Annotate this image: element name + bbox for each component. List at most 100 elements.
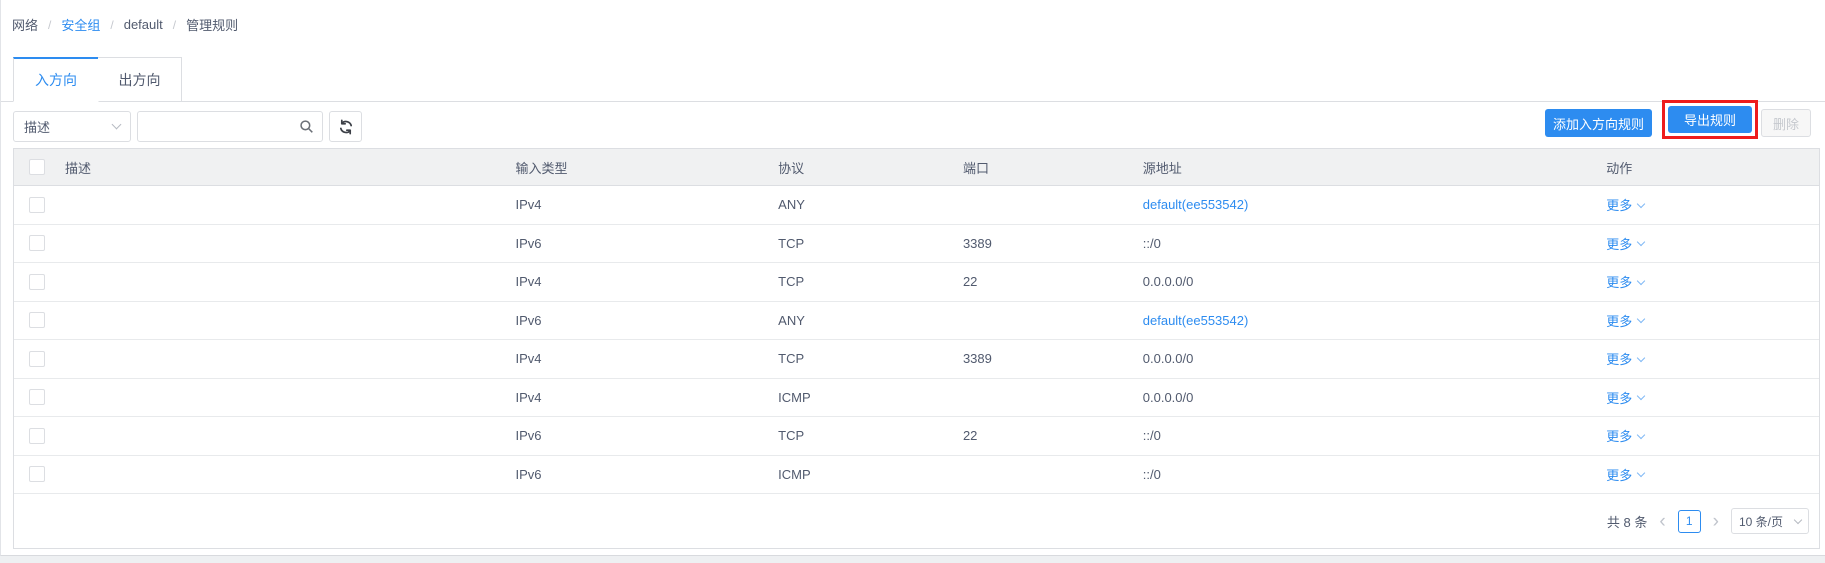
source-address[interactable]: default(ee553542) [1142,197,1249,213]
col-header-protocol: 协议 [778,160,805,176]
row-checkbox[interactable] [29,273,45,290]
chevron-down-icon [1793,515,1803,524]
table-row: IPv6 ANY default(ee553542) 更多 [14,302,1819,340]
search-input[interactable] [138,119,299,134]
tab-inbound[interactable]: 入方向 [13,57,99,102]
breadcrumb-separator: / [172,17,177,32]
breadcrumb-item-network[interactable]: 网络 [12,18,39,33]
cell-type: IPv4 [515,389,542,405]
breadcrumb-separator: / [110,17,114,32]
cell-port [951,302,1131,340]
select-all-checkbox[interactable] [29,159,45,175]
filter-type-value: 描述 [24,120,51,135]
tabs-divider [1,101,1825,102]
cell-description [65,417,504,455]
more-action-link[interactable]: 更多 [1606,272,1646,291]
row-checkbox[interactable] [29,350,45,367]
breadcrumb-item-manage-rules: 管理规则 [186,18,239,33]
filter-type-select[interactable]: 描述 [13,111,131,142]
chevron-down-icon [1637,430,1646,439]
table-row: IPv4 TCP 3389 0.0.0.0/0 更多 [14,340,1819,379]
cell-type: IPv4 [515,274,542,290]
cell-description [65,186,504,224]
chevron-down-icon [1637,199,1646,208]
table-row: IPv4 ICMP 0.0.0.0/0 更多 [14,379,1819,417]
cell-type: IPv4 [515,351,542,367]
row-checkbox[interactable] [29,312,45,329]
current-page-button[interactable]: 1 [1677,509,1701,533]
next-page-button[interactable]: › [1712,510,1719,532]
refresh-icon [338,119,354,135]
total-count-label: 共 8 条 [1606,514,1648,530]
more-action-link[interactable]: 更多 [1606,426,1646,445]
more-action-label: 更多 [1606,352,1633,368]
cell-port: 22 [962,428,978,444]
more-action-link[interactable]: 更多 [1606,234,1646,253]
col-header-source: 源地址 [1142,160,1182,176]
cell-port: 3389 [962,351,992,367]
refresh-button[interactable] [329,111,362,142]
cell-port [951,456,1131,494]
source-address: ::/0 [1142,235,1161,251]
cell-type: IPv4 [515,197,542,213]
more-action-label: 更多 [1606,429,1633,445]
more-action-link[interactable]: 更多 [1606,311,1646,330]
more-action-label: 更多 [1606,467,1633,483]
col-header-description: 描述 [64,160,91,176]
source-address: 0.0.0.0/0 [1142,389,1194,405]
source-address[interactable]: default(ee553542) [1142,312,1249,328]
more-action-link[interactable]: 更多 [1606,349,1646,368]
row-checkbox[interactable] [29,466,45,483]
cell-port: 22 [962,274,978,290]
breadcrumb-item-security-group[interactable]: 安全组 [61,18,101,33]
add-inbound-rule-button[interactable]: 添加入方向规则 [1545,109,1652,137]
row-checkbox[interactable] [29,196,45,213]
breadcrumb: 网络 / 安全组 / default / 管理规则 [12,15,238,34]
tab-outbound[interactable]: 出方向 [98,57,182,101]
cell-port [951,379,1131,417]
chevron-down-icon [1637,276,1646,285]
cell-protocol: TCP [778,235,805,251]
table-row: IPv6 ICMP ::/0 更多 [14,456,1819,494]
col-header-type: 输入类型 [515,160,568,176]
cell-description [65,225,504,263]
red-annotation-box: 导出规则 [1662,100,1758,139]
table-row: IPv6 TCP 22 ::/0 更多 [14,417,1819,456]
cell-protocol: TCP [778,351,805,367]
table-body: IPv4 ANY default(ee553542) 更多 IPv6 TCP 3… [14,186,1819,494]
cell-port [951,186,1131,224]
table-row: IPv4 ANY default(ee553542) 更多 [14,186,1819,225]
chevron-down-icon [1637,315,1646,324]
row-checkbox[interactable] [29,389,45,406]
chevron-down-icon [1637,392,1646,401]
cell-protocol: TCP [778,428,805,444]
rules-table: 描述 输入类型 协议 端口 源地址 动作 IPv4 ANY default(ee… [13,148,1820,549]
delete-button: 删除 [1761,109,1811,137]
cell-description [65,263,504,301]
col-header-port: 端口 [962,160,989,176]
breadcrumb-item-default[interactable]: default [123,17,163,32]
export-rules-button[interactable]: 导出规则 [1668,106,1752,133]
more-action-link[interactable]: 更多 [1606,465,1646,484]
more-action-link[interactable]: 更多 [1606,388,1646,407]
page-size-select[interactable]: 10 条/页 [1731,508,1809,534]
source-address: ::/0 [1142,466,1161,482]
more-action-label: 更多 [1606,198,1633,214]
source-address: 0.0.0.0/0 [1142,351,1194,367]
prev-page-button[interactable]: ‹ [1659,510,1666,532]
source-address: ::/0 [1142,428,1161,444]
more-action-link[interactable]: 更多 [1606,195,1646,214]
table-row: IPv4 TCP 22 0.0.0.0/0 更多 [14,263,1819,302]
chevron-down-icon [111,119,122,130]
cell-description [65,302,504,340]
row-checkbox[interactable] [29,427,45,444]
more-action-label: 更多 [1606,390,1633,406]
more-action-label: 更多 [1606,236,1633,252]
search-icon[interactable] [299,119,314,134]
cell-protocol: ANY [778,312,805,328]
row-checkbox[interactable] [29,235,45,252]
cell-type: IPv6 [515,466,542,482]
cell-port: 3389 [962,235,992,251]
table-footer: 共 8 条 ‹ 1 › 10 条/页 [14,494,1819,548]
